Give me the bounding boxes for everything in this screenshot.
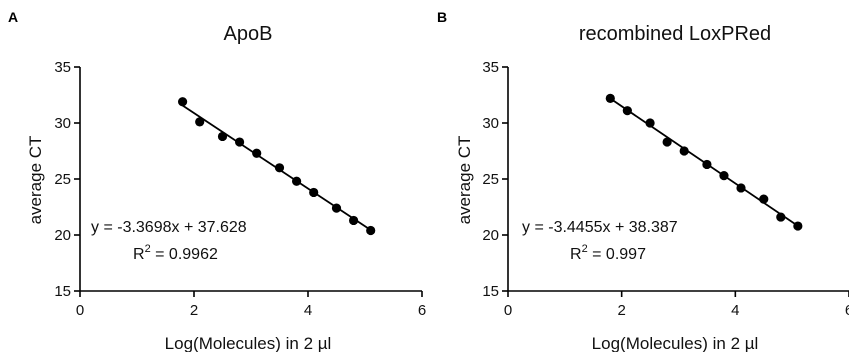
data-point <box>195 117 205 127</box>
x-tick-label: 2 <box>190 302 198 319</box>
y-tick-label: 25 <box>482 171 499 188</box>
chart-title: recombined LoxPRed <box>579 23 771 45</box>
data-point <box>702 159 712 170</box>
data-point <box>235 137 245 147</box>
data-point <box>274 163 285 173</box>
fit-equation: y = -3.4455x + 38.387 <box>522 219 678 236</box>
data-point <box>736 183 746 193</box>
data-point <box>719 171 729 181</box>
data-point <box>309 187 319 198</box>
data-point <box>178 97 188 107</box>
fit-equation: y = -3.3698x + 37.628 <box>91 219 247 236</box>
y-tick-label: 35 <box>482 59 499 76</box>
x-tick-label: 4 <box>731 302 739 319</box>
data-point <box>331 203 342 213</box>
y-axis-label: average CT <box>26 136 45 225</box>
data-point <box>217 131 228 142</box>
x-tick-label: 0 <box>76 302 84 319</box>
data-point <box>776 212 786 222</box>
data-point <box>252 148 262 158</box>
data-point <box>292 176 302 186</box>
x-tick-label: 0 <box>504 302 512 319</box>
y-tick-label: 20 <box>482 227 499 244</box>
r-squared-label: R2 = 0.9962 <box>133 243 218 263</box>
x-tick-label: 6 <box>418 302 426 319</box>
data-point <box>366 225 376 236</box>
y-tick-label: 30 <box>54 115 71 132</box>
x-axis-label: Log(Molecules) in 2 µl <box>165 334 332 352</box>
r-squared-label: R2 = 0.997 <box>570 243 646 263</box>
x-tick-label: 6 <box>845 302 849 319</box>
y-axis-label: average CT <box>455 136 474 225</box>
data-point <box>759 194 769 204</box>
data-point <box>662 137 672 147</box>
x-tick-label: 2 <box>617 302 625 319</box>
y-tick-label: 15 <box>54 283 71 300</box>
data-point <box>645 118 655 128</box>
chart-title: ApoB <box>224 23 273 45</box>
data-point <box>793 221 803 231</box>
y-tick-label: 15 <box>482 283 499 300</box>
y-tick-label: 30 <box>482 115 499 132</box>
y-tick-label: 20 <box>54 227 71 244</box>
x-tick-label: 4 <box>304 302 312 319</box>
y-tick-label: 25 <box>54 171 71 188</box>
data-point <box>679 146 689 156</box>
x-axis-label: Log(Molecules) in 2 µl <box>592 334 759 352</box>
data-point <box>622 106 632 116</box>
data-point <box>605 93 615 103</box>
data-point <box>349 215 359 226</box>
panel-letter: B <box>437 9 447 25</box>
panel-letter: A <box>8 9 18 25</box>
y-tick-label: 35 <box>54 59 71 76</box>
